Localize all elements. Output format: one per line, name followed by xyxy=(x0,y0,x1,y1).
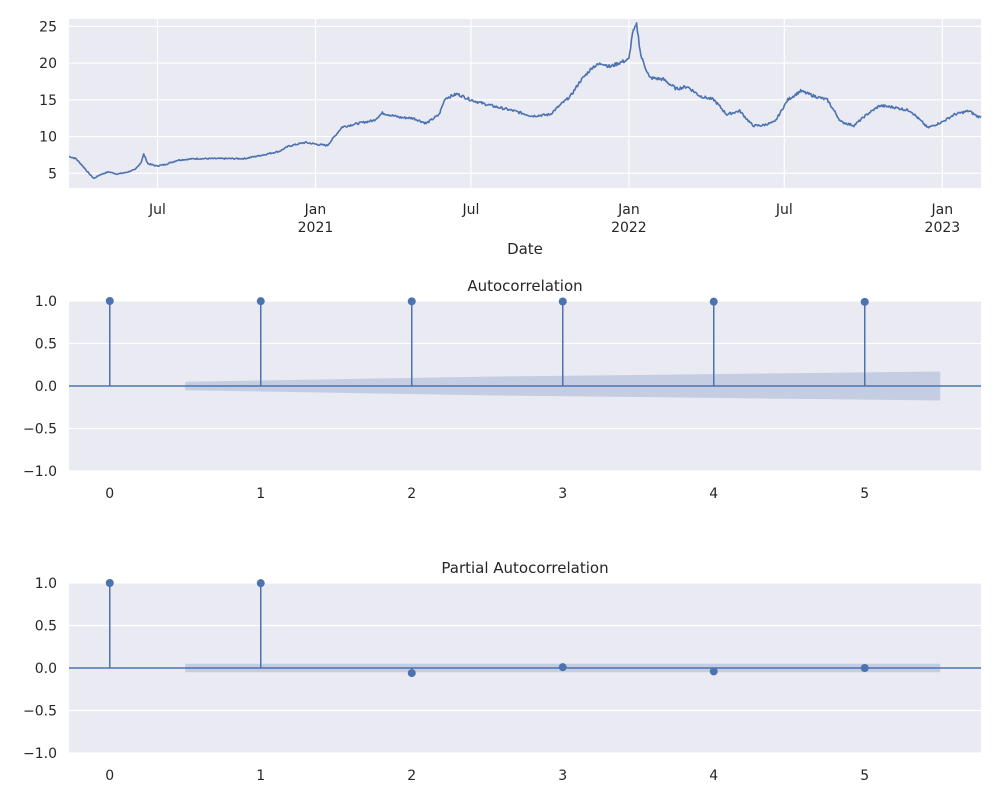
y-tick-label: 20 xyxy=(39,56,57,72)
stem-marker xyxy=(860,664,869,672)
x-tick-label: 1 xyxy=(256,768,265,784)
plot-area xyxy=(69,19,981,188)
stem-marker xyxy=(105,297,114,305)
x-tick-label: 2 xyxy=(407,486,416,502)
x-tick-label: 4 xyxy=(709,768,718,784)
chart-title: Autocorrelation xyxy=(467,277,582,295)
stem-marker xyxy=(709,667,718,676)
x-tick-label: 4 xyxy=(709,486,718,502)
partial-autocorrelation-chart: 1.0 0.5 0.0 −0.5 −1.0 0 1 2 3 4 5 Partial Autocorre… xyxy=(23,559,981,784)
stem-marker xyxy=(407,297,416,306)
x-tick-label: 2 xyxy=(407,768,416,784)
y-tick-label: −0.5 xyxy=(23,704,57,720)
x-tick-label: 0 xyxy=(105,768,114,784)
x-tick-year-label: 2022 xyxy=(611,220,647,236)
autocorrelation-chart: 1.0 0.5 0.0 −0.5 −1.0 0 1 2 3 4 5 Autocorrelation xyxy=(23,277,981,502)
y-tick-label: 25 xyxy=(39,19,57,35)
x-tick-label: Jul xyxy=(461,202,479,218)
stem-marker xyxy=(860,297,869,306)
y-tick-label: 1.0 xyxy=(35,576,57,592)
y-tick-label: 15 xyxy=(39,93,57,109)
stem-marker xyxy=(407,669,416,678)
y-tick-label: −1.0 xyxy=(23,746,57,762)
y-tick-label: 0.5 xyxy=(35,619,57,635)
x-tick-label: Jul xyxy=(775,202,793,218)
x-tick-year-label: 2023 xyxy=(925,220,961,236)
x-tick-label: 3 xyxy=(558,486,567,502)
y-tick-label: 10 xyxy=(39,130,57,146)
y-tick-label: −0.5 xyxy=(23,422,57,438)
x-axis-title: Date xyxy=(507,240,543,258)
x-tick-label: 1 xyxy=(256,486,265,502)
y-tick-label: 1.0 xyxy=(35,294,57,310)
y-tick-label: 0.0 xyxy=(35,379,57,395)
x-tick-label: Jan xyxy=(931,202,954,218)
x-tick-label: Jan xyxy=(304,202,327,218)
x-tick-year-label: 2021 xyxy=(298,220,334,236)
chart-title: Partial Autocorrelation xyxy=(441,559,608,577)
price-series-line xyxy=(68,22,982,180)
y-tick-label: 0.0 xyxy=(35,661,57,677)
x-tick-label: 5 xyxy=(860,768,869,784)
stem-marker xyxy=(256,297,265,306)
x-tick-label: 3 xyxy=(558,768,567,784)
y-tick-label: −1.0 xyxy=(23,464,57,480)
stem-marker xyxy=(558,663,567,672)
y-tick-label: 0.5 xyxy=(35,337,57,353)
stem-marker xyxy=(558,297,567,306)
price-line-chart: 5 10 15 20 25 Jul Jan 2021 Jul Jan 2022 Jul Jan 2023 D… xyxy=(39,19,982,258)
stem-marker xyxy=(105,579,114,587)
stem-marker xyxy=(709,297,718,306)
x-tick-label: Jan xyxy=(617,202,640,218)
y-tick-label: 5 xyxy=(48,166,57,182)
x-tick-label: 0 xyxy=(105,486,114,502)
x-tick-label: 5 xyxy=(860,486,869,502)
x-tick-label: Jul xyxy=(148,202,166,218)
stem-marker xyxy=(256,579,265,588)
